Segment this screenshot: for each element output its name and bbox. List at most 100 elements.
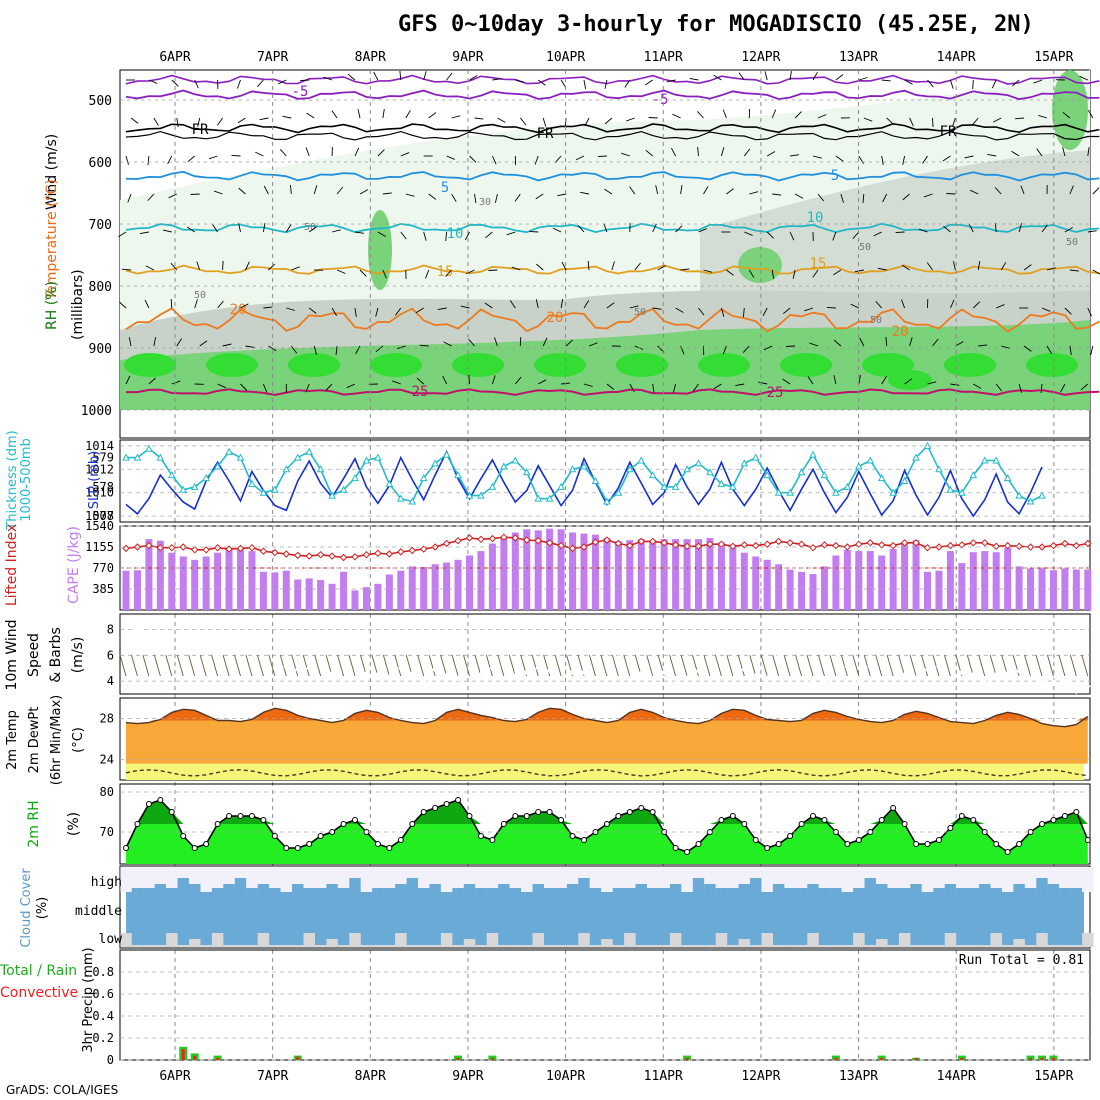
wind-barb: [399, 70, 402, 81]
cloud-high-fill: [303, 888, 315, 892]
rh2m-line-point: [752, 837, 759, 843]
cloud-high-cell: [532, 867, 544, 884]
wind10-line-point: [477, 671, 484, 678]
wind10-line-point: [546, 667, 553, 674]
wind-barb: [125, 155, 129, 165]
cape-bar: [294, 579, 302, 610]
thickness-line-point: [122, 453, 130, 461]
wind-barb: [794, 111, 802, 119]
cloud-high-fill: [658, 888, 670, 892]
cloud-low-fill: [463, 939, 476, 947]
cape-bar: [557, 529, 565, 610]
cloud-low-fill: [314, 945, 327, 947]
axis-tick-label: 80: [100, 785, 114, 799]
thickness-line-point: [832, 488, 840, 496]
thickness-line-point: [419, 474, 428, 482]
cloud-low-fill: [303, 933, 315, 947]
wind-barb: [606, 383, 615, 390]
thickness-line-point: [946, 485, 955, 493]
isotherm-label: -5: [292, 84, 309, 100]
wind-barb: [460, 305, 470, 309]
wind-barb: [542, 337, 548, 347]
axis-tick-label: 1008: [85, 509, 114, 523]
cloud-low-fill: [807, 933, 819, 947]
lifted-index-line-point: [362, 550, 371, 559]
wind-barb: [285, 224, 292, 233]
cloud-high-cell: [1013, 867, 1025, 884]
cloud-high-fill: [189, 884, 201, 892]
lifted-index-line-point: [202, 546, 210, 554]
precip-conv-bar: [1040, 1057, 1044, 1060]
rh2m-line-point: [237, 813, 244, 819]
thickness-line-point: [293, 453, 302, 461]
wind10-barb: [1035, 654, 1043, 677]
thickness-line-point: [992, 456, 1001, 464]
wind10-barb: [978, 654, 986, 677]
wind10-barb: [142, 654, 150, 677]
cloud-high-fill: [727, 888, 739, 892]
cape-bar: [809, 574, 817, 610]
wind-barb: [238, 223, 241, 233]
wind10-line-point: [695, 667, 702, 674]
axis-tick-label: 0.4: [92, 1009, 114, 1023]
wind-barb: [268, 345, 277, 351]
wind-barb: [212, 224, 218, 233]
wind10-line-point: [775, 651, 782, 657]
cloud-low-fill: [440, 933, 453, 947]
cloud-low-fill: [795, 945, 808, 947]
cloud-high-cell: [635, 867, 648, 884]
cloud-high-cell: [612, 867, 625, 888]
isotherm-line: [125, 122, 1100, 134]
thickness-line-point: [545, 494, 554, 502]
cape-bar: [133, 570, 141, 610]
cloud-high-cell: [601, 867, 613, 892]
wind10-line-point: [787, 639, 794, 646]
cloud-high-cell: [784, 867, 796, 888]
rh-green-cell: [288, 353, 340, 377]
wind10-line-point: [1061, 678, 1068, 685]
rh2m-line-point: [1073, 809, 1080, 815]
cloud-high-cell: [910, 867, 922, 884]
wind-barb: [257, 79, 264, 88]
wind-barb: [535, 299, 539, 309]
thickness-line-point: [603, 497, 611, 505]
wind-barb: [1012, 79, 1020, 87]
day-label-bottom: 15APR: [1034, 1069, 1073, 1084]
cape-bar: [214, 552, 222, 610]
thickness-line-point: [385, 479, 394, 487]
lifted-index-line-point: [855, 540, 863, 548]
wind10-barb: [726, 654, 734, 677]
wind10-line-point: [832, 649, 839, 656]
cloud-high-cell: [624, 867, 636, 888]
axis-tick-label: 28: [100, 712, 114, 726]
cloud-high-cell: [578, 867, 590, 878]
wind-barb: [519, 117, 527, 126]
wind-barb: [923, 193, 933, 198]
wind-barb: [170, 298, 173, 309]
rh2m-line-point: [455, 797, 462, 803]
wind-barb: [359, 269, 367, 277]
wind-barb: [446, 155, 456, 160]
precip-conv-bar: [834, 1057, 838, 1060]
cloud-high-fill: [257, 884, 270, 892]
day-label-top: 7APR: [257, 50, 288, 65]
rh2m-line-point: [248, 813, 255, 819]
cloud-low-fill: [990, 933, 1002, 947]
thickness-line-point: [580, 462, 588, 470]
wind-barb: [652, 307, 662, 310]
rh-contour-label: 50: [859, 242, 871, 253]
wind-barb: [588, 342, 598, 347]
cape-bar: [603, 538, 611, 610]
cloud-low-fill: [177, 945, 190, 947]
wind-barb: [580, 191, 590, 195]
thickness-line-point: [511, 456, 520, 464]
cape-bar: [798, 571, 806, 610]
wind-barb: [308, 307, 317, 314]
wind-barb: [560, 299, 564, 309]
rh2m-line-point: [271, 833, 278, 839]
rh2m-line-point: [512, 813, 519, 819]
cloud-low-fill: [566, 945, 579, 947]
wind-barb: [509, 300, 516, 309]
cape-bar: [740, 552, 748, 610]
cloud-high-cell: [979, 867, 991, 884]
